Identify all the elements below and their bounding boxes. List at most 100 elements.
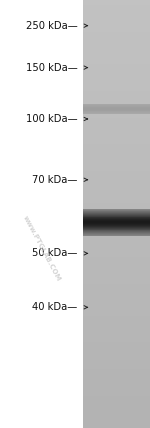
Bar	[83, 273, 150, 278]
Bar	[83, 38, 150, 43]
Bar	[83, 289, 150, 294]
Bar	[83, 348, 150, 353]
Bar	[83, 232, 150, 233]
Bar	[83, 385, 150, 390]
Bar	[83, 412, 150, 417]
Bar	[83, 305, 150, 310]
Bar	[83, 177, 150, 182]
Bar	[83, 337, 150, 342]
Bar	[83, 220, 150, 221]
Bar	[83, 380, 150, 385]
Bar	[83, 225, 150, 230]
Bar	[83, 241, 150, 246]
Bar	[83, 139, 150, 145]
Bar	[83, 230, 150, 231]
Bar	[83, 359, 150, 364]
Bar	[83, 332, 150, 337]
Bar	[83, 110, 150, 111]
Bar	[83, 211, 150, 212]
Text: 70 kDa—: 70 kDa—	[32, 175, 77, 185]
Bar	[83, 70, 150, 75]
Bar	[83, 209, 150, 214]
Bar	[83, 278, 150, 283]
Bar	[83, 187, 150, 193]
Bar	[83, 213, 150, 214]
Bar	[83, 107, 150, 108]
Text: 150 kDa—: 150 kDa—	[26, 62, 77, 73]
Bar	[83, 235, 150, 236]
Bar	[83, 123, 150, 128]
Bar	[83, 218, 150, 219]
Bar	[83, 223, 150, 224]
Bar	[83, 105, 150, 106]
Bar	[83, 235, 150, 241]
Bar	[83, 32, 150, 38]
Bar	[83, 214, 150, 219]
Bar	[83, 401, 150, 407]
Bar	[83, 396, 150, 401]
Bar	[83, 145, 150, 150]
Bar	[83, 310, 150, 316]
Bar	[83, 252, 150, 257]
Bar	[83, 226, 150, 227]
Bar	[83, 390, 150, 396]
Bar	[83, 27, 150, 32]
Bar	[83, 150, 150, 155]
Bar	[83, 48, 150, 54]
Bar	[83, 107, 150, 112]
Text: 50 kDa—: 50 kDa—	[32, 248, 77, 259]
Bar	[83, 268, 150, 273]
Bar	[83, 16, 150, 21]
Bar	[83, 423, 150, 428]
Text: 250 kDa—: 250 kDa—	[26, 21, 77, 31]
Bar	[83, 64, 150, 70]
Bar	[83, 228, 150, 229]
Bar	[83, 257, 150, 262]
Bar	[83, 217, 150, 218]
Bar	[83, 224, 150, 225]
Bar	[83, 229, 150, 230]
Bar	[83, 225, 150, 226]
Bar	[83, 43, 150, 48]
Bar	[83, 407, 150, 412]
Bar	[83, 300, 150, 305]
Bar	[83, 216, 150, 217]
Bar	[83, 198, 150, 203]
Bar	[83, 182, 150, 187]
Bar	[83, 203, 150, 209]
Bar	[83, 374, 150, 380]
Bar	[83, 220, 150, 225]
Bar	[83, 155, 150, 160]
Bar	[83, 113, 150, 114]
Bar	[83, 171, 150, 176]
Bar	[83, 86, 150, 91]
Text: 40 kDa—: 40 kDa—	[32, 302, 77, 312]
Bar	[83, 342, 150, 348]
Bar	[83, 112, 150, 113]
Bar	[83, 219, 150, 220]
Text: 100 kDa—: 100 kDa—	[26, 114, 77, 124]
Bar	[83, 113, 150, 118]
Bar	[83, 104, 150, 105]
Bar	[83, 221, 150, 222]
Bar	[83, 75, 150, 80]
Bar	[83, 54, 150, 59]
Bar	[83, 230, 150, 235]
Bar	[83, 326, 150, 332]
Bar	[83, 227, 150, 228]
Bar	[83, 212, 150, 213]
Bar	[83, 215, 150, 216]
Bar	[83, 369, 150, 374]
Bar	[83, 21, 150, 27]
Bar	[83, 160, 150, 166]
Bar	[83, 80, 150, 86]
Bar	[83, 108, 150, 109]
Bar	[83, 134, 150, 139]
Bar	[83, 193, 150, 198]
Text: www.PTGLAB.COM: www.PTGLAB.COM	[22, 214, 62, 282]
Bar	[83, 210, 150, 211]
Bar	[83, 111, 150, 112]
Bar	[83, 234, 150, 235]
Bar	[83, 353, 150, 359]
Bar	[83, 166, 150, 171]
